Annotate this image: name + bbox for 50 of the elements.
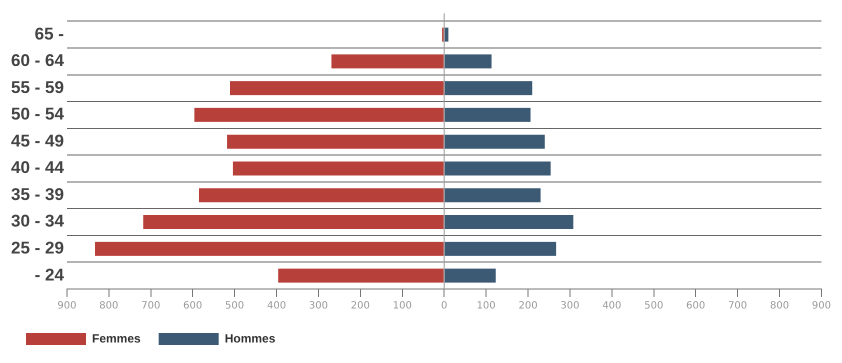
bar	[444, 242, 556, 256]
x-tick-label: 100	[392, 300, 412, 312]
y-tick-label: - 24	[34, 265, 64, 284]
x-tick-label: 700	[141, 300, 160, 312]
bar	[95, 242, 444, 256]
bar	[444, 188, 541, 202]
bar	[444, 215, 574, 230]
x-tick-label: 600	[686, 300, 706, 312]
bar	[444, 161, 551, 176]
bar	[444, 134, 545, 149]
x-tick-label: 400	[602, 300, 622, 312]
bar	[232, 161, 444, 176]
bar	[230, 81, 444, 96]
x-tick-label: 900	[57, 300, 76, 312]
y-tick-label: 65 -	[34, 24, 64, 44]
bar	[278, 268, 444, 283]
x-tick-label: 500	[644, 300, 664, 312]
bar	[444, 108, 531, 122]
bar	[331, 54, 444, 68]
bar	[194, 108, 444, 122]
y-tick-label: 25 - 29	[10, 238, 64, 258]
y-tick-label: 30 - 34	[10, 212, 64, 231]
x-tick-label: 500	[225, 300, 244, 312]
x-tick-label: 800	[770, 300, 790, 312]
y-tick-label: 55 - 59	[10, 78, 64, 97]
x-tick-label: 400	[266, 300, 286, 312]
bar	[198, 188, 444, 202]
legend-label: Hommes	[224, 331, 276, 346]
y-tick-label: 40 - 44	[10, 158, 64, 178]
legend-label: Femmes	[92, 331, 142, 346]
bar	[444, 54, 492, 68]
bar	[444, 81, 532, 96]
x-tick-label: 200	[350, 300, 370, 312]
bar	[444, 28, 448, 42]
x-tick-label: 800	[99, 300, 118, 312]
bar	[444, 268, 496, 283]
y-tick-label: 50 - 54	[10, 104, 64, 124]
x-tick-label: 200	[518, 300, 538, 312]
x-tick-label: 600	[183, 300, 202, 312]
x-tick-label: 300	[560, 300, 580, 312]
x-tick-label: 700	[728, 300, 748, 312]
y-tick-label: 45 - 49	[10, 131, 64, 150]
bar	[227, 134, 444, 149]
x-tick-label: 0	[441, 300, 448, 312]
x-tick-label: 900	[812, 300, 832, 312]
x-tick-label: 300	[308, 300, 328, 312]
y-tick-label: 35 - 39	[10, 184, 64, 204]
bar	[143, 215, 444, 230]
y-tick-label: 60 - 64	[10, 51, 64, 70]
x-tick-label: 100	[476, 300, 496, 312]
